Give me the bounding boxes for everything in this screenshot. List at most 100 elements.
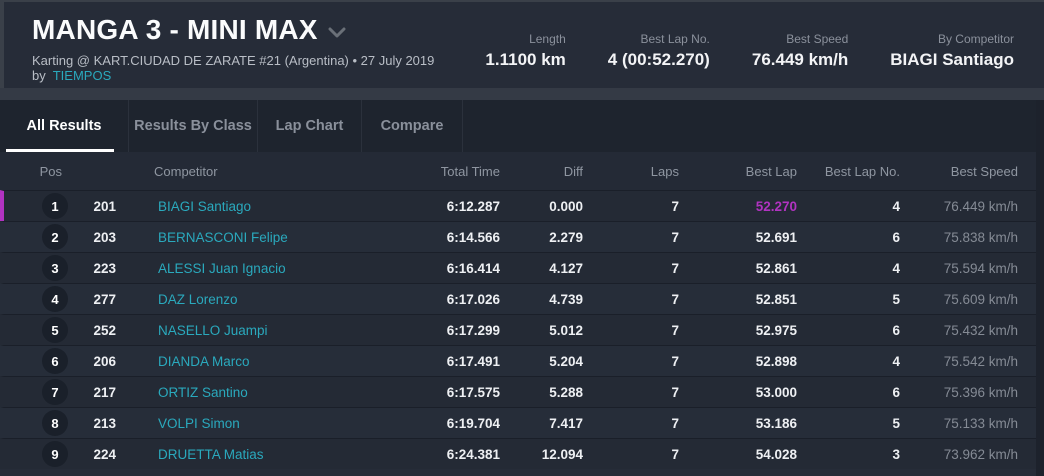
competitor-link[interactable]: BERNASCONI Felipe [158,229,288,245]
chevron-down-icon[interactable] [328,27,346,39]
best-lap-no: 4 [892,353,900,369]
kart-number: 252 [93,322,116,338]
competitor-link[interactable]: DAZ Lorenzo [158,291,238,307]
stat-label: Best Speed [786,32,849,46]
laps: 7 [671,353,679,369]
column-header-competitor: Competitor [154,163,218,179]
position-badge: 7 [42,379,68,405]
position-badge: 9 [42,441,68,467]
best-speed: 76.449 km/h [943,198,1018,214]
best-lap-no: 4 [892,260,900,276]
column-header-pos: Pos [39,163,62,179]
tab-results-by-class[interactable]: Results By Class [129,100,258,152]
results-table: Pos Competitor Total Time Diff Laps Best… [0,152,1036,469]
position-badge: 4 [42,286,68,312]
best-speed: 75.396 km/h [943,384,1018,400]
best-speed: 73.962 km/h [943,446,1018,462]
best-lap-no: 5 [892,415,900,431]
kart-number: 277 [93,291,116,307]
stat-by-competitor: By Competitor BIAGI Santiago [890,32,1014,70]
best-lap: 53.000 [755,384,797,400]
column-header-diff: Diff [563,163,583,179]
best-speed: 75.542 km/h [943,353,1018,369]
competitor-link[interactable]: DRUETTA Matias [158,446,264,462]
best-lap-no: 6 [892,322,900,338]
competitor-link[interactable]: VOLPI Simon [158,415,240,431]
competitor-link[interactable]: BIAGI Santiago [158,198,252,214]
kart-number: 224 [93,446,116,462]
stat-best-speed: Best Speed 76.449 km/h [752,32,848,70]
diff: 5.288 [549,384,583,400]
laps: 7 [671,384,679,400]
table-row[interactable]: 4 277 DAZ Lorenzo 6:17.026 4.739 7 52.85… [0,283,1036,314]
tab-bar: All Results Results By Class Lap Chart C… [0,100,1044,152]
kart-number: 213 [93,415,116,431]
table-row[interactable]: 6 206 DIANDA Marco 6:17.491 5.204 7 52.8… [0,345,1036,376]
best-speed: 75.838 km/h [943,229,1018,245]
table-row[interactable]: 2 203 BERNASCONI Felipe 6:14.566 2.279 7… [0,221,1036,252]
laps: 7 [671,198,679,214]
laps: 7 [671,446,679,462]
scrollbar-gutter[interactable] [1036,100,1044,476]
laps: 7 [671,260,679,276]
kart-number: 217 [93,384,116,400]
table-row[interactable]: 7 217 ORTIZ Santino 6:17.575 5.288 7 53.… [0,376,1036,407]
laps: 7 [671,415,679,431]
event-subtitle: Karting @ KART.CIUDAD DE ZARATE #21 (Arg… [32,53,485,83]
table-row[interactable]: 5 252 NASELLO Juampi 6:17.299 5.012 7 52… [0,314,1036,345]
best-lap-no: 4 [892,198,900,214]
diff: 5.204 [549,353,583,369]
competitor-link[interactable]: NASELLO Juampi [158,322,268,338]
best-lap: 52.898 [755,353,797,369]
stat-best-lap-no: Best Lap No. 4 (00:52.270) [608,32,710,70]
laps: 7 [671,322,679,338]
total-time: 6:16.414 [446,260,500,276]
total-time: 6:17.299 [446,322,500,338]
total-time: 6:12.287 [446,198,500,214]
table-row[interactable]: 9 224 DRUETTA Matias 6:24.381 12.094 7 5… [0,438,1036,469]
stat-value: 4 (00:52.270) [607,50,710,69]
tiempos-link[interactable]: TIEMPOS [52,68,112,83]
kart-number: 206 [93,353,116,369]
stat-label: Best Lap No. [640,32,710,46]
kart-number: 203 [93,229,116,245]
total-time: 6:14.566 [446,229,500,245]
best-lap: 52.691 [755,229,797,245]
page-title: MANGA 3 - MINI MAX [32,14,318,45]
best-lap-no: 3 [892,446,900,462]
best-speed: 75.594 km/h [943,260,1018,276]
best-lap-no: 6 [892,229,900,245]
total-time: 6:24.381 [446,446,500,462]
tab-compare[interactable]: Compare [362,100,463,152]
best-lap: 52.975 [755,322,797,338]
table-row[interactable]: 3 223 ALESSI Juan Ignacio 6:16.414 4.127… [0,252,1036,283]
table-row[interactable]: 8 213 VOLPI Simon 6:19.704 7.417 7 53.18… [0,407,1036,438]
laps: 7 [671,229,679,245]
stat-value: BIAGI Santiago [890,50,1014,69]
best-speed: 75.609 km/h [943,291,1018,307]
competitor-link[interactable]: DIANDA Marco [158,353,250,369]
stat-value: 76.449 km/h [751,50,849,69]
best-lap: 52.270 [755,198,797,214]
event-subtitle-text: Karting @ KART.CIUDAD DE ZARATE #21 (Arg… [32,53,435,83]
competitor-link[interactable]: ALESSI Juan Ignacio [158,260,286,276]
best-lap-no: 6 [892,384,900,400]
kart-number: 223 [93,260,116,276]
best-lap: 54.028 [755,446,797,462]
diff: 5.012 [549,322,583,338]
diff: 7.417 [549,415,583,431]
laps: 7 [671,291,679,307]
tab-lap-chart[interactable]: Lap Chart [258,100,362,152]
tab-all-results[interactable]: All Results [0,100,129,152]
stat-label: By Competitor [937,32,1014,46]
table-row[interactable]: 1 201 BIAGI Santiago 6:12.287 0.000 7 52… [0,190,1036,221]
column-header-laps: Laps [650,163,679,179]
competitor-link[interactable]: ORTIZ Santino [158,384,248,400]
total-time: 6:19.704 [446,415,500,431]
header-divider [0,88,1044,100]
best-lap: 52.861 [755,260,797,276]
column-header-best-lap: Best Lap [745,163,797,179]
column-header-total-time: Total Time [440,163,500,179]
position-badge: 1 [42,193,68,219]
position-badge: 5 [42,317,68,343]
